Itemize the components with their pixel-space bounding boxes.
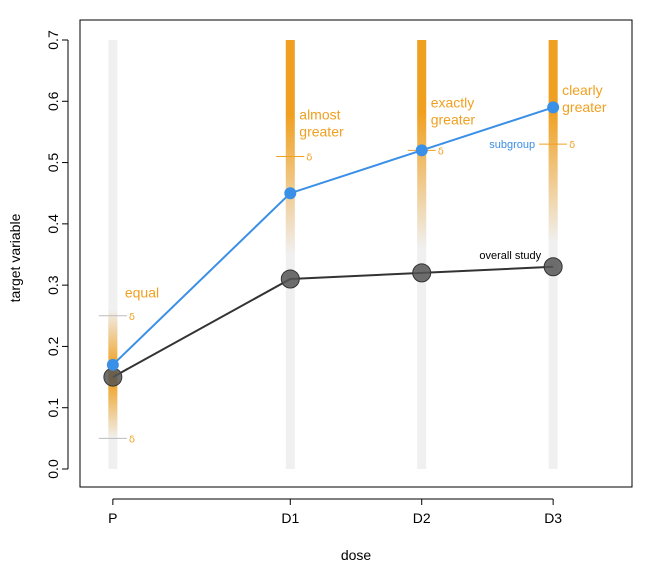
annotation-d1: almost greater — [299, 107, 344, 140]
x-tick-label-d3: D3 — [544, 510, 562, 526]
x-axis: P D1 D2 D3 — [108, 498, 562, 526]
overall-point-d2 — [412, 263, 432, 283]
series-lines — [112, 106, 554, 378]
band-highlight-d2 — [417, 40, 427, 249]
annotation-line: greater — [299, 124, 344, 140]
y-axis-title: target variable — [7, 213, 23, 302]
y-tick-label-7: 0.7 — [45, 30, 61, 50]
y-tick-label-3: 0.3 — [45, 275, 61, 295]
annotation-d3: clearly greater — [562, 82, 607, 115]
overall-series-label: overall study — [479, 250, 541, 262]
x-axis-title: dose — [341, 547, 372, 563]
annotation-d2: exactly greater — [431, 94, 476, 127]
overall-point-d1 — [280, 269, 300, 289]
annotation-p: equal — [125, 284, 159, 300]
overall-point-d3 — [543, 257, 563, 277]
annotation-line: clearly — [562, 82, 602, 98]
delta-label-2: δ — [306, 152, 312, 163]
y-tick-label-0: 0.0 — [45, 459, 61, 479]
delta-label-1: δ — [129, 434, 135, 445]
subgroup-point-p — [106, 358, 119, 371]
subgroup-point-d1 — [284, 187, 297, 200]
band-d3 — [548, 40, 558, 469]
delta-label-4: δ — [569, 140, 575, 151]
plot-frame — [79, 19, 633, 488]
y-tick-label-1: 0.1 — [45, 398, 61, 418]
annotation-line: almost — [299, 107, 340, 123]
x-tick-label-d2: D2 — [413, 510, 431, 526]
band-highlight-d1 — [285, 40, 295, 255]
delta-label-0: δ — [129, 312, 135, 323]
x-tick-label-d1: D1 — [281, 510, 299, 526]
annotation-line: greater — [562, 99, 607, 115]
series-line-0 — [112, 106, 554, 366]
band-highlight-d3 — [548, 40, 558, 243]
annotation-line: equal — [125, 284, 159, 300]
y-tick-label-6: 0.6 — [45, 91, 61, 111]
annotation-line: greater — [431, 111, 476, 127]
subgroup-point-d3 — [547, 101, 560, 114]
annotation-line: exactly — [431, 94, 475, 110]
subgroup-point-d2 — [415, 144, 428, 157]
subgroup-series-label: subgroup — [489, 139, 535, 151]
series-line-1 — [112, 265, 554, 378]
y-tick-label-5: 0.5 — [45, 153, 61, 173]
x-tick-label-p: P — [108, 510, 117, 526]
series-points — [103, 101, 563, 387]
band-p — [108, 40, 118, 469]
y-axis: 0.0 0.1 0.2 0.3 0.4 0.5 0.6 0.7 — [45, 30, 69, 479]
delta-label-3: δ — [438, 146, 444, 157]
delta-marks: δ δ δ δ δ — [98, 140, 575, 445]
band-d2 — [417, 40, 427, 469]
y-tick-label-2: 0.2 — [45, 336, 61, 356]
y-tick-label-4: 0.4 — [45, 214, 61, 234]
plot-border — [79, 19, 633, 488]
